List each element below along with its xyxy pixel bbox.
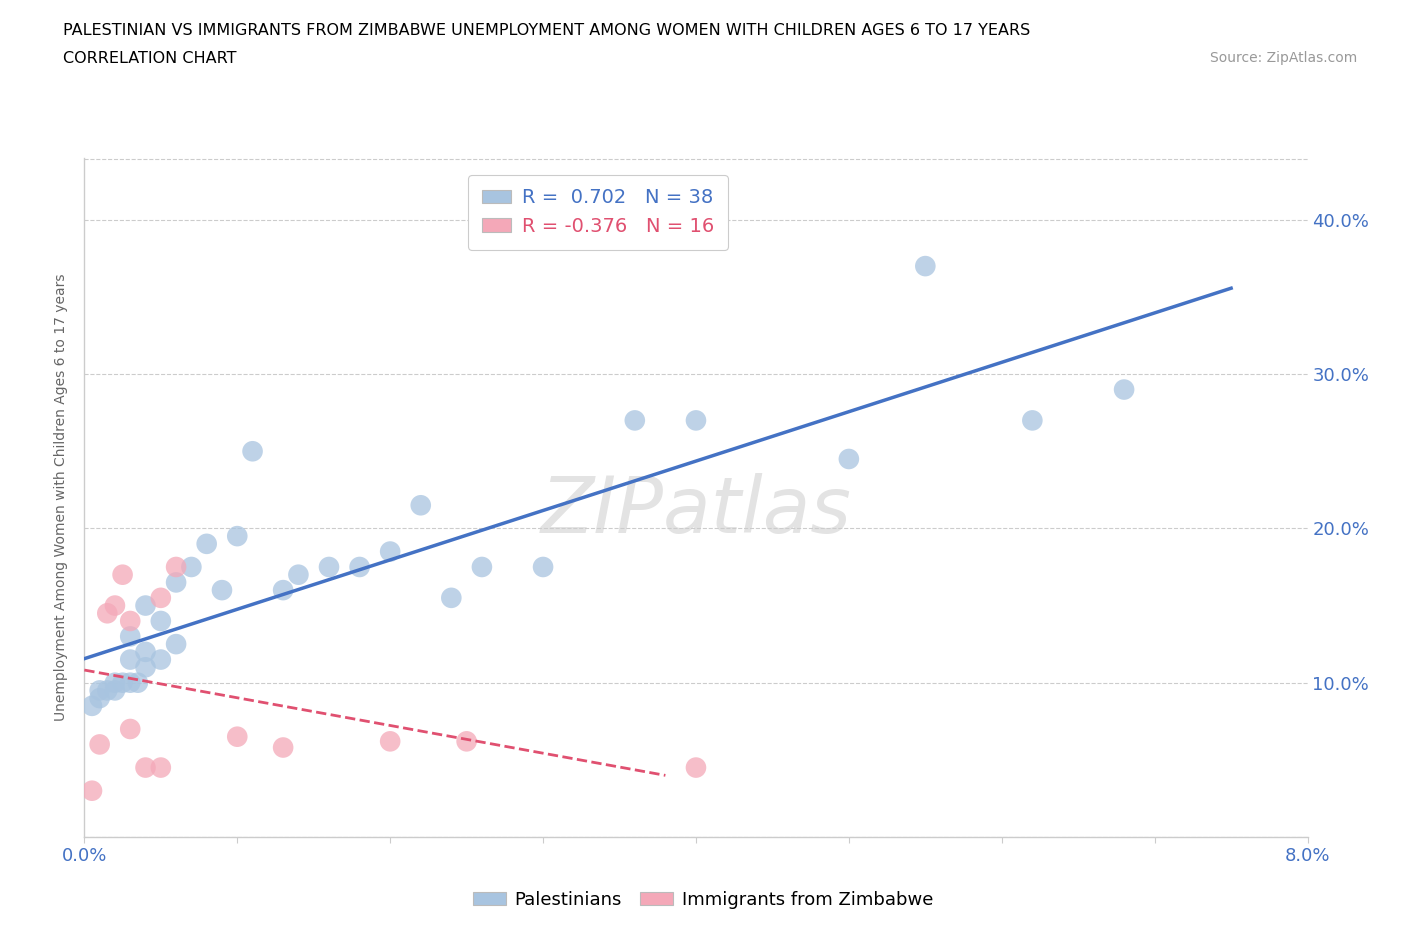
Point [1114, 382, 1136, 397]
Point [914, 259, 936, 273]
Point [226, 729, 249, 744]
Point [165, 637, 187, 652]
Point [104, 598, 127, 613]
Point [120, 652, 142, 667]
Point [318, 560, 340, 575]
Legend: Palestinians, Immigrants from Zimbabwe: Palestinians, Immigrants from Zimbabwe [465, 884, 941, 916]
Point [104, 683, 127, 698]
Text: Source: ZipAtlas.com: Source: ZipAtlas.com [1209, 51, 1357, 65]
Point [111, 675, 134, 690]
Point [838, 452, 860, 467]
Point [127, 675, 149, 690]
Point [380, 544, 402, 559]
Point [287, 567, 309, 582]
Point [111, 567, 134, 582]
Point [242, 444, 264, 458]
Point [271, 740, 294, 755]
Point [440, 591, 463, 605]
Point [80, 783, 103, 798]
Point [149, 614, 172, 629]
Point [89, 691, 111, 706]
Point [149, 760, 172, 775]
Point [104, 675, 127, 690]
Point [409, 498, 432, 512]
Point [120, 675, 142, 690]
Point [180, 560, 202, 575]
Point [271, 583, 294, 598]
Legend: R =  0.702   N = 38, R = -0.376   N = 16: R = 0.702 N = 38, R = -0.376 N = 16 [468, 175, 728, 249]
Point [120, 614, 142, 629]
Point [120, 722, 142, 737]
Point [226, 528, 249, 543]
Point [380, 734, 402, 749]
Point [96, 683, 118, 698]
Point [135, 644, 157, 659]
Point [211, 583, 233, 598]
Point [120, 629, 142, 644]
Point [89, 737, 111, 751]
Text: ZIPatlas: ZIPatlas [540, 473, 852, 549]
Y-axis label: Unemployment Among Women with Children Ages 6 to 17 years: Unemployment Among Women with Children A… [55, 273, 69, 722]
Point [1021, 413, 1043, 428]
Point [89, 683, 111, 698]
Point [80, 698, 103, 713]
Point [685, 413, 707, 428]
Point [195, 537, 218, 551]
Point [135, 598, 157, 613]
Point [471, 560, 494, 575]
Point [349, 560, 371, 575]
Point [624, 413, 647, 428]
Point [165, 575, 187, 590]
Point [685, 760, 707, 775]
Point [531, 560, 554, 575]
Point [149, 652, 172, 667]
Point [135, 660, 157, 675]
Point [149, 591, 172, 605]
Point [135, 760, 157, 775]
Point [165, 560, 187, 575]
Point [456, 734, 478, 749]
Text: PALESTINIAN VS IMMIGRANTS FROM ZIMBABWE UNEMPLOYMENT AMONG WOMEN WITH CHILDREN A: PALESTINIAN VS IMMIGRANTS FROM ZIMBABWE … [63, 23, 1031, 38]
Point [96, 605, 118, 620]
Text: CORRELATION CHART: CORRELATION CHART [63, 51, 236, 66]
